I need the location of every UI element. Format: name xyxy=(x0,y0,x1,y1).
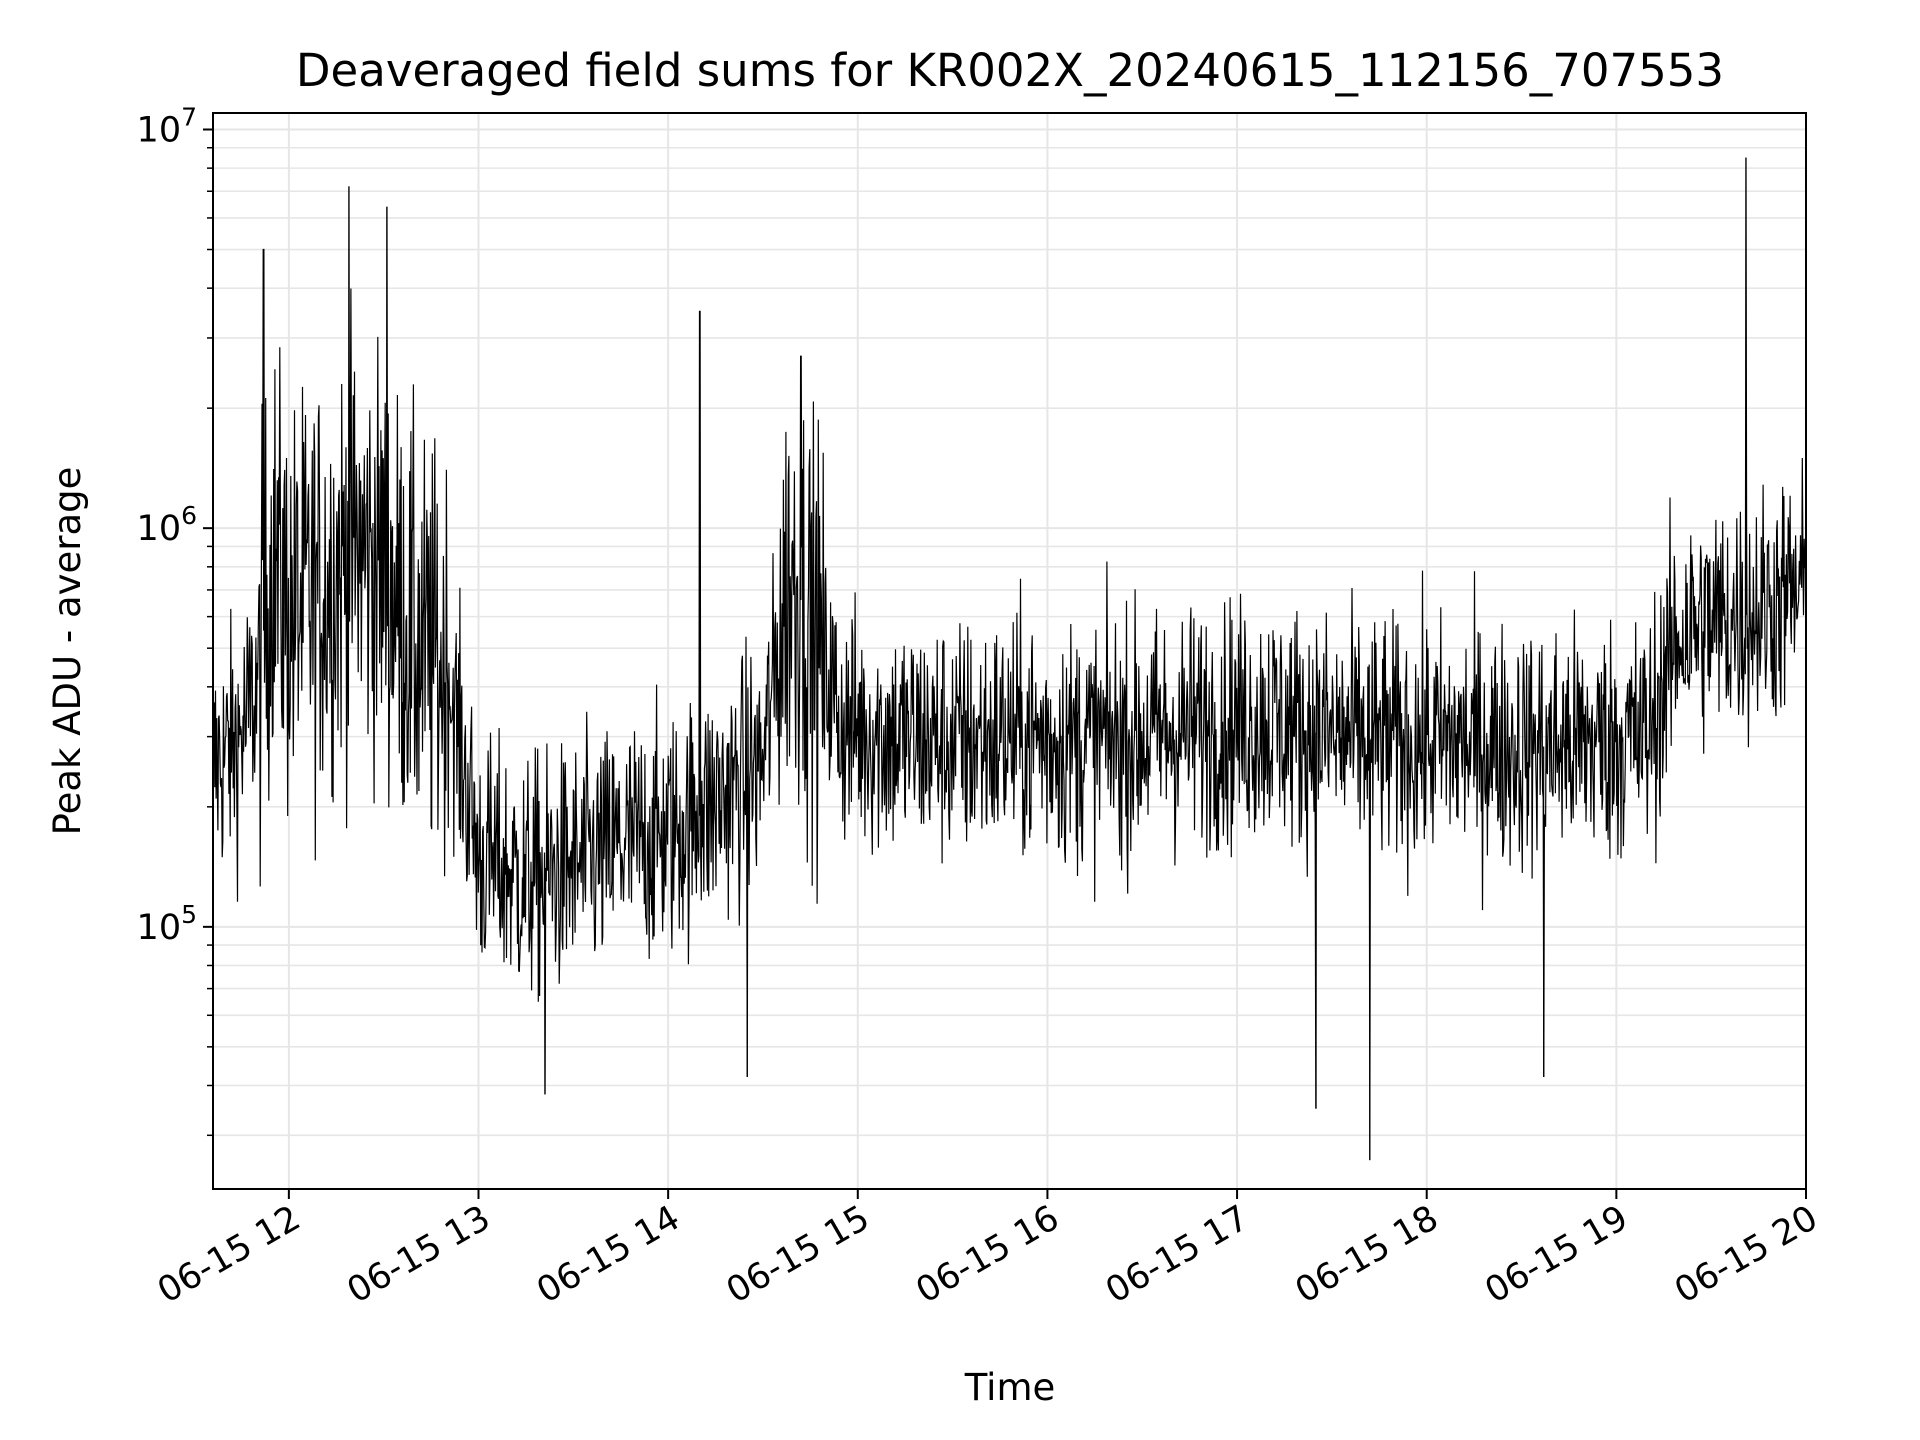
plot-frame xyxy=(212,112,1807,1190)
series-line xyxy=(212,157,1807,1161)
y-tick-label: 106 xyxy=(137,501,197,549)
chart-title: Deaveraged field sums for KR002X_2024061… xyxy=(296,44,1724,97)
y-axis: 105 106 107 xyxy=(137,103,213,1137)
y-axis-label: Peak ADU - average xyxy=(46,467,89,836)
plot-area xyxy=(212,157,1807,1161)
x-axis-label: Time xyxy=(964,1366,1056,1409)
y-tick-label: 107 xyxy=(137,103,197,151)
y-tick-label: 105 xyxy=(137,900,197,948)
